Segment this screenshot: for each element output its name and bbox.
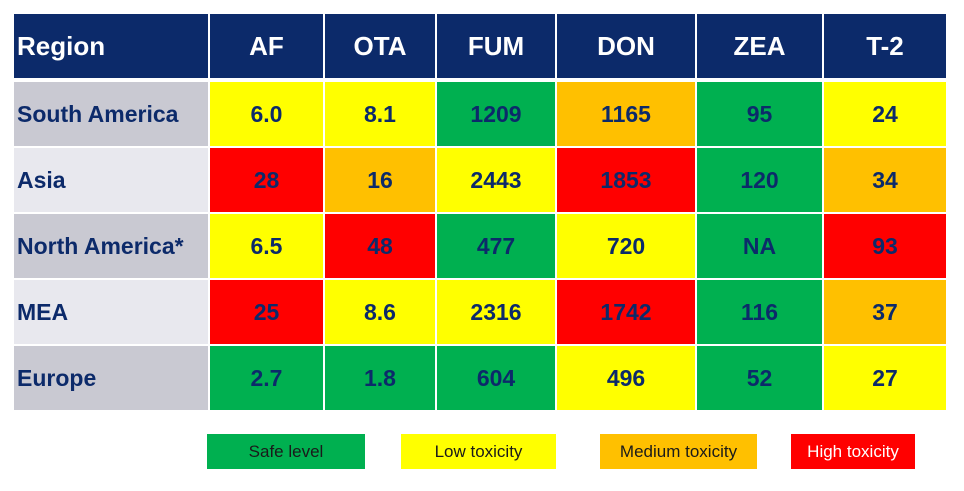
value-cell-text: 477 [476,232,516,259]
column-header-zea: ZEA [697,14,822,78]
value-cell: NA [697,214,822,278]
value-cell-text: 1.8 [364,364,396,391]
value-cell: 6.5 [210,214,323,278]
column-header-af: AF [210,14,323,78]
row-label-text: North America* [17,232,184,259]
column-header-af-text: AF [249,30,284,61]
row-label-text: Asia [17,166,66,193]
legend-item-low: Low toxicity [401,434,556,469]
row-label-text: South America [17,100,179,127]
value-cell: 25 [210,280,323,344]
legend-item-high: High toxicity [791,434,915,469]
value-cell: 6.0 [210,82,323,146]
value-cell: 8.1 [325,82,435,146]
value-cell: 604 [437,346,555,410]
value-cell-text: 604 [476,364,516,391]
value-cell: 95 [697,82,822,146]
value-cell: 477 [437,214,555,278]
value-cell: 28 [210,148,323,212]
value-cell: 1209 [437,82,555,146]
value-cell: 2316 [437,280,555,344]
value-cell: 52 [697,346,822,410]
value-cell: 1853 [557,148,695,212]
value-cell-text: 6.5 [250,232,283,259]
column-header-don: DON [557,14,695,78]
legend-item-safe: Safe level [207,434,365,469]
value-cell-text: 93 [872,232,898,259]
column-header-t-2-text: T-2 [866,30,904,61]
value-cell-text: 6.0 [250,100,283,127]
value-cell-text: 95 [746,100,773,127]
row-label-text: Europe [17,364,97,391]
row-label: North America* [14,214,208,278]
legend-label: Medium toxicity [619,441,738,461]
value-cell-text: 28 [253,166,280,193]
value-cell: 1165 [557,82,695,146]
value-cell: 93 [824,214,946,278]
row-label: Europe [14,346,208,410]
value-cell: 2.7 [210,346,323,410]
value-cell: 496 [557,346,695,410]
value-cell: 116 [697,280,822,344]
value-cell-text: 1742 [600,298,652,325]
value-cell-text: 496 [606,364,646,391]
column-header-fum-text: FUM [467,30,525,61]
value-cell-text: 16 [367,166,393,193]
value-cell: 2443 [437,148,555,212]
value-cell-text: 116 [740,298,779,325]
value-cell-text: 120 [740,166,779,193]
value-cell: 1742 [557,280,695,344]
value-cell-text: 48 [367,232,393,259]
value-cell: 8.6 [325,280,435,344]
value-cell-text: 8.1 [364,100,396,127]
value-cell: 16 [325,148,435,212]
value-cell: 720 [557,214,695,278]
row-label-text: MEA [17,298,69,325]
value-cell: 1.8 [325,346,435,410]
legend-label: Low toxicity [434,441,523,461]
value-cell-text: 25 [253,298,280,325]
value-cell-text: 52 [746,364,773,391]
value-cell: 48 [325,214,435,278]
value-cell-text: 2.7 [250,364,283,391]
column-header-t-2: T-2 [824,14,946,78]
legend-label: Safe level [248,441,324,461]
value-cell: 34 [824,148,946,212]
row-label: South America [14,82,208,146]
column-header-region-text: Region [17,30,106,61]
column-header-ota-text: OTA [353,30,407,61]
value-cell-text: 2443 [470,166,522,193]
value-cell: 37 [824,280,946,344]
value-cell-text: NA [742,232,777,259]
legend-label: High toxicity [807,441,899,461]
value-cell-text: 1209 [470,100,522,127]
legend-item-medium: Medium toxicity [600,434,757,469]
value-cell-text: 720 [606,232,646,259]
value-cell: 24 [824,82,946,146]
value-cell-text: 1853 [600,166,652,193]
value-cell-text: 34 [872,166,898,193]
value-cell-text: 24 [872,100,898,127]
value-cell-text: 8.6 [364,298,396,325]
column-header-zea-text: ZEA [733,30,786,61]
row-label: MEA [14,280,208,344]
row-label: Asia [14,148,208,212]
column-header-don-text: DON [597,30,655,61]
column-header-fum: FUM [437,14,555,78]
column-header-ota: OTA [325,14,435,78]
value-cell: 27 [824,346,946,410]
value-cell-text: 37 [872,298,898,325]
value-cell-text: 2316 [470,298,522,325]
value-cell-text: 27 [872,364,898,391]
value-cell-text: 1165 [601,100,651,127]
value-cell: 120 [697,148,822,212]
column-header-region: Region [14,14,208,78]
